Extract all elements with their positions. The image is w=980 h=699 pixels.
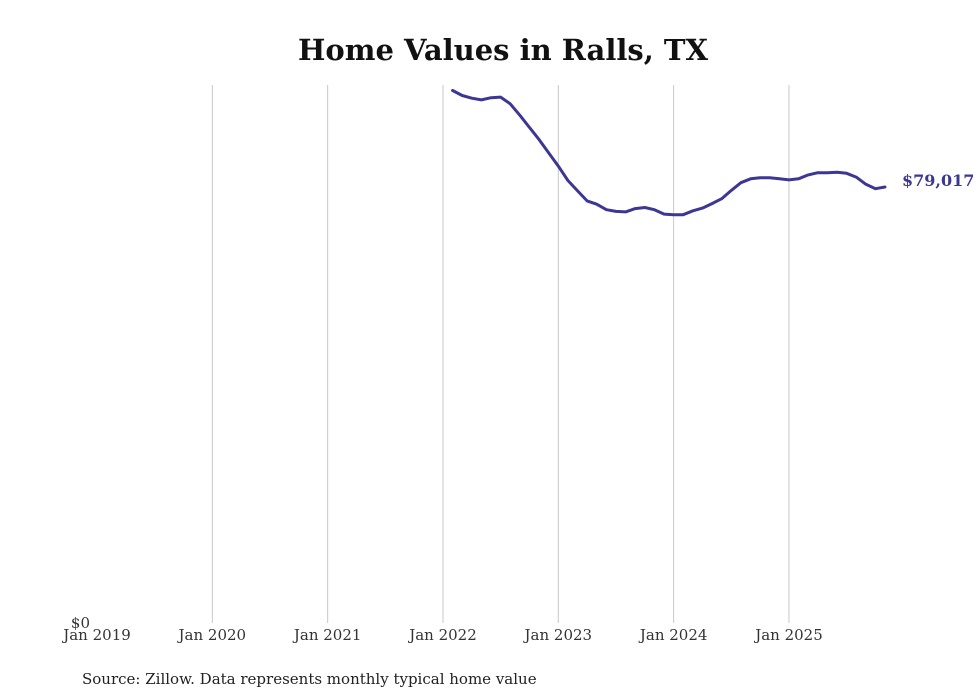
x-tick-label: Jan 2021 (292, 626, 362, 644)
x-tick-label: Jan 2022 (407, 626, 477, 644)
x-tick-label: Jan 2020 (177, 626, 247, 644)
source-note: Source: Zillow. Data represents monthly … (82, 670, 537, 688)
series-line (451, 89, 887, 217)
end-value-label: $79,017 (902, 171, 974, 190)
x-axis-ticks: Jan 2019 Jan 2020 Jan 2021 Jan 2022 Jan 2023… (61, 626, 823, 644)
x-tick-label: Jan 2025 (753, 626, 823, 644)
vertical-gridlines (211, 85, 790, 623)
series-layer: $79,017 (451, 89, 974, 217)
x-tick-label: Jan 2023 (523, 626, 593, 644)
y-axis-ticks: $0 (71, 614, 90, 632)
y-tick-label: $0 (71, 614, 90, 632)
x-tick-label: Jan 2019 (61, 626, 131, 644)
chart-title: Home Values in Ralls, TX (298, 33, 708, 67)
x-tick-label: Jan 2024 (638, 626, 708, 644)
